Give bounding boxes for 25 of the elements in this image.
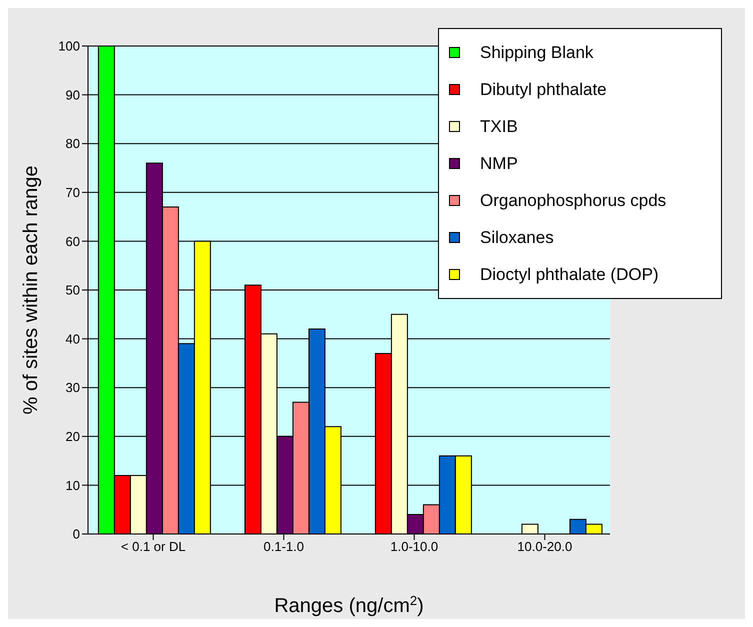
y-tick-label: 40 [66,331,80,346]
legend-label: Dibutyl phthalate [480,80,607,100]
y-tick-label: 60 [66,234,80,249]
legend-label: Organophosphorus cpds [480,190,666,210]
x-tick-label: < 0.1 or DL [120,539,186,554]
y-tick-label: 80 [66,136,80,152]
y-tick-label: 10 [66,478,80,493]
y-tick-label: 20 [66,429,80,444]
y-tick-label: 30 [66,380,80,396]
x-tick-label: 1.0-10.0 [390,539,438,554]
legend-label: TXIB [480,116,518,136]
y-tick-label: 50 [66,282,80,298]
legend-label: Dioctyl phthalate (DOP) [480,264,659,284]
y-tick-label: 100 [58,38,80,54]
y-tick-label: 0 [72,526,80,542]
bar [521,524,538,534]
y-tick-label: 70 [66,185,80,200]
x-tick-label: 0.1-1.0 [264,539,304,554]
legend-label: NMP [480,154,518,174]
legend-label: Shipping Blank [480,42,594,62]
x-axis-title: Ranges (ng/cm$^{2}$) [274,592,424,617]
legend-label: Siloxanes [480,228,554,248]
x-tick-label: 10.0-20.0 [517,539,572,554]
y-tick-label: 90 [66,87,80,102]
y-axis-title: % of sites within each range [20,165,42,415]
